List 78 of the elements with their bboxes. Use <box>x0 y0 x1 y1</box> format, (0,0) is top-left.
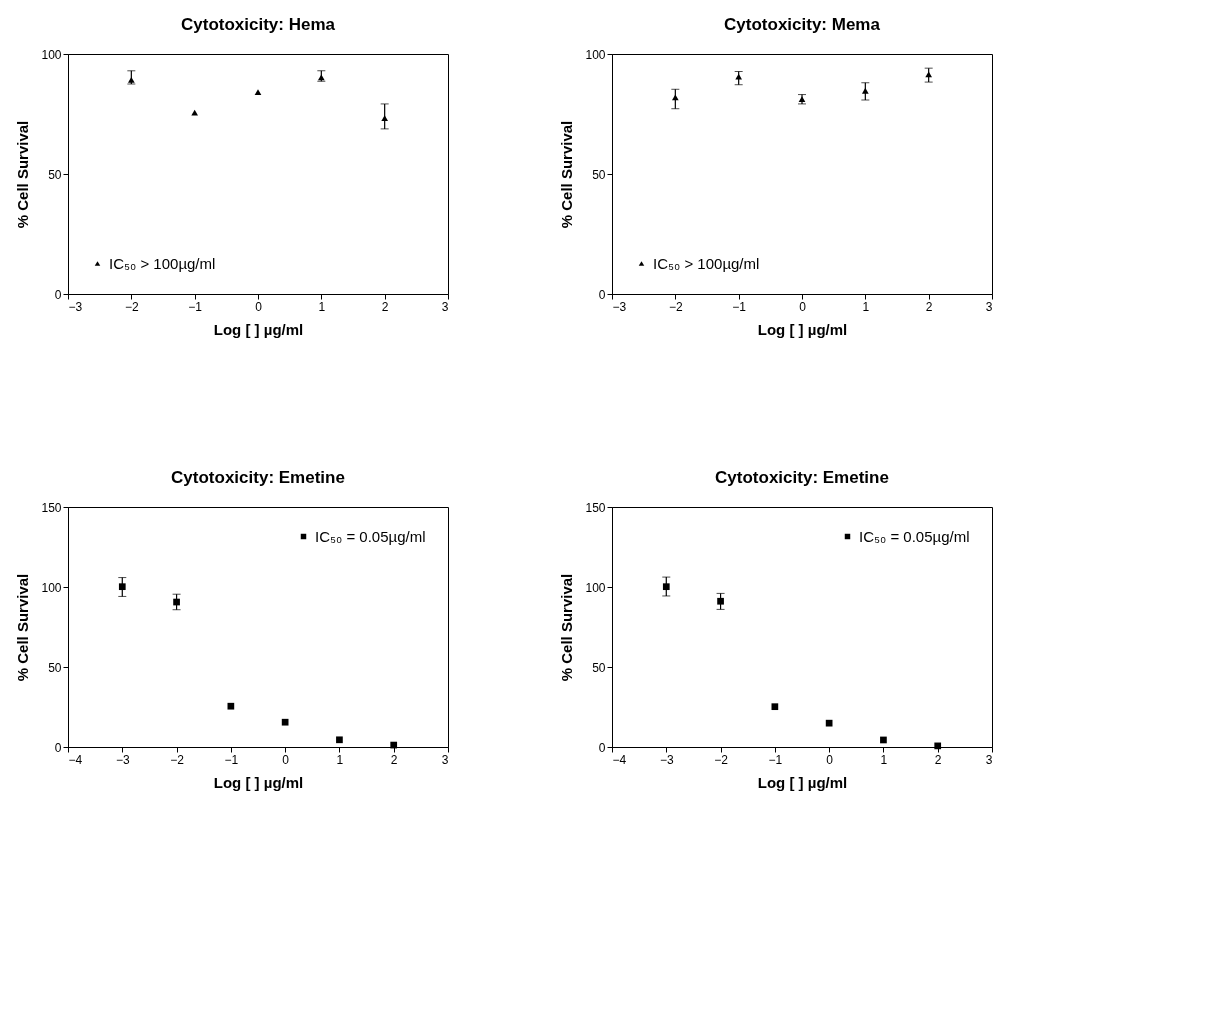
x-tick-label: 0 <box>799 299 807 314</box>
y-tick-label: 50 <box>48 167 62 182</box>
x-tick-label: 3 <box>441 299 449 314</box>
x-axis-title: Log [ ] µg/ml <box>213 773 304 791</box>
x-tick-label: 0 <box>282 752 290 767</box>
x-tick-label: −3 <box>68 299 83 314</box>
x-tick-label: −2 <box>668 299 683 314</box>
x-tick-label: −1 <box>732 299 747 314</box>
point <box>336 736 343 744</box>
legend-label: IC₅₀ > 100µg/ml <box>109 254 216 272</box>
x-tick-label: −2 <box>124 299 139 314</box>
legend-label: IC₅₀ = 0.05µg/ml <box>859 527 970 545</box>
point <box>825 719 833 727</box>
x-tick-label: 2 <box>934 752 942 767</box>
x-tick-label: 2 <box>925 299 933 314</box>
point <box>861 87 869 94</box>
x-axis-title: Log [ ] µg/ml <box>757 320 848 338</box>
x-tick-label: 3 <box>985 752 993 767</box>
point <box>771 703 779 711</box>
point <box>254 89 262 96</box>
point <box>118 583 126 591</box>
y-tick-label: 0 <box>54 287 62 302</box>
x-tick-label: −3 <box>659 752 674 767</box>
y-tick-label: 50 <box>592 660 606 675</box>
point <box>127 77 135 83</box>
x-tick-label: −1 <box>188 299 203 314</box>
point <box>390 741 398 749</box>
x-tick-label: 1 <box>336 752 344 767</box>
x-tick-label: −4 <box>612 752 627 767</box>
point <box>717 597 724 605</box>
x-tick-label: −1 <box>768 752 783 767</box>
x-tick-label: 2 <box>381 299 389 314</box>
y-tick-label: 0 <box>598 287 606 302</box>
chart-title: Cytotoxicity: Emetine <box>171 468 345 487</box>
point <box>381 115 389 121</box>
point <box>880 736 887 744</box>
x-tick-label: −1 <box>224 752 239 767</box>
y-tick-label: 100 <box>585 580 606 595</box>
y-tick-label: 0 <box>54 740 62 755</box>
x-tick-label: 0 <box>826 752 834 767</box>
x-tick-label: 1 <box>880 752 888 767</box>
x-tick-label: −2 <box>714 752 729 767</box>
y-tick-label: 50 <box>48 660 62 675</box>
point <box>281 718 289 726</box>
point <box>925 71 933 78</box>
x-tick-label: −2 <box>170 752 185 767</box>
point <box>227 702 235 710</box>
x-tick-label: −3 <box>612 299 627 314</box>
x-tick-label: 0 <box>255 299 263 314</box>
y-tick-label: 0 <box>598 740 606 755</box>
x-tick-label: 2 <box>390 752 398 767</box>
legend-label: IC₅₀ > 100µg/ml <box>653 254 760 272</box>
point <box>662 583 670 591</box>
point <box>934 742 942 750</box>
x-axis-title: Log [ ] µg/ml <box>213 320 304 338</box>
point <box>173 598 180 606</box>
chart-title: Cytotoxicity: Hema <box>181 15 336 34</box>
y-tick-label: 150 <box>585 500 606 515</box>
y-axis-title: % Cell Survival <box>14 573 32 682</box>
x-tick-label: 1 <box>862 299 870 314</box>
y-tick-label: 100 <box>585 47 606 62</box>
y-tick-label: 150 <box>41 500 62 515</box>
y-tick-label: 100 <box>41 47 62 62</box>
y-axis-title: % Cell Survival <box>558 573 576 682</box>
y-axis-title: % Cell Survival <box>14 120 32 229</box>
x-tick-label: 3 <box>441 752 449 767</box>
x-axis-title: Log [ ] µg/ml <box>757 773 848 791</box>
x-tick-label: −4 <box>68 752 83 767</box>
y-axis-title: % Cell Survival <box>558 120 576 229</box>
y-tick-label: 100 <box>41 580 62 595</box>
y-tick-label: 50 <box>592 167 606 182</box>
chart-title: Cytotoxicity: Mema <box>724 15 881 34</box>
x-tick-label: 3 <box>985 299 993 314</box>
chart-title: Cytotoxicity: Emetine <box>715 468 889 487</box>
legend-label: IC₅₀ = 0.05µg/ml <box>315 527 426 545</box>
x-tick-label: 1 <box>318 299 326 314</box>
x-tick-label: −3 <box>115 752 130 767</box>
point <box>317 74 325 81</box>
